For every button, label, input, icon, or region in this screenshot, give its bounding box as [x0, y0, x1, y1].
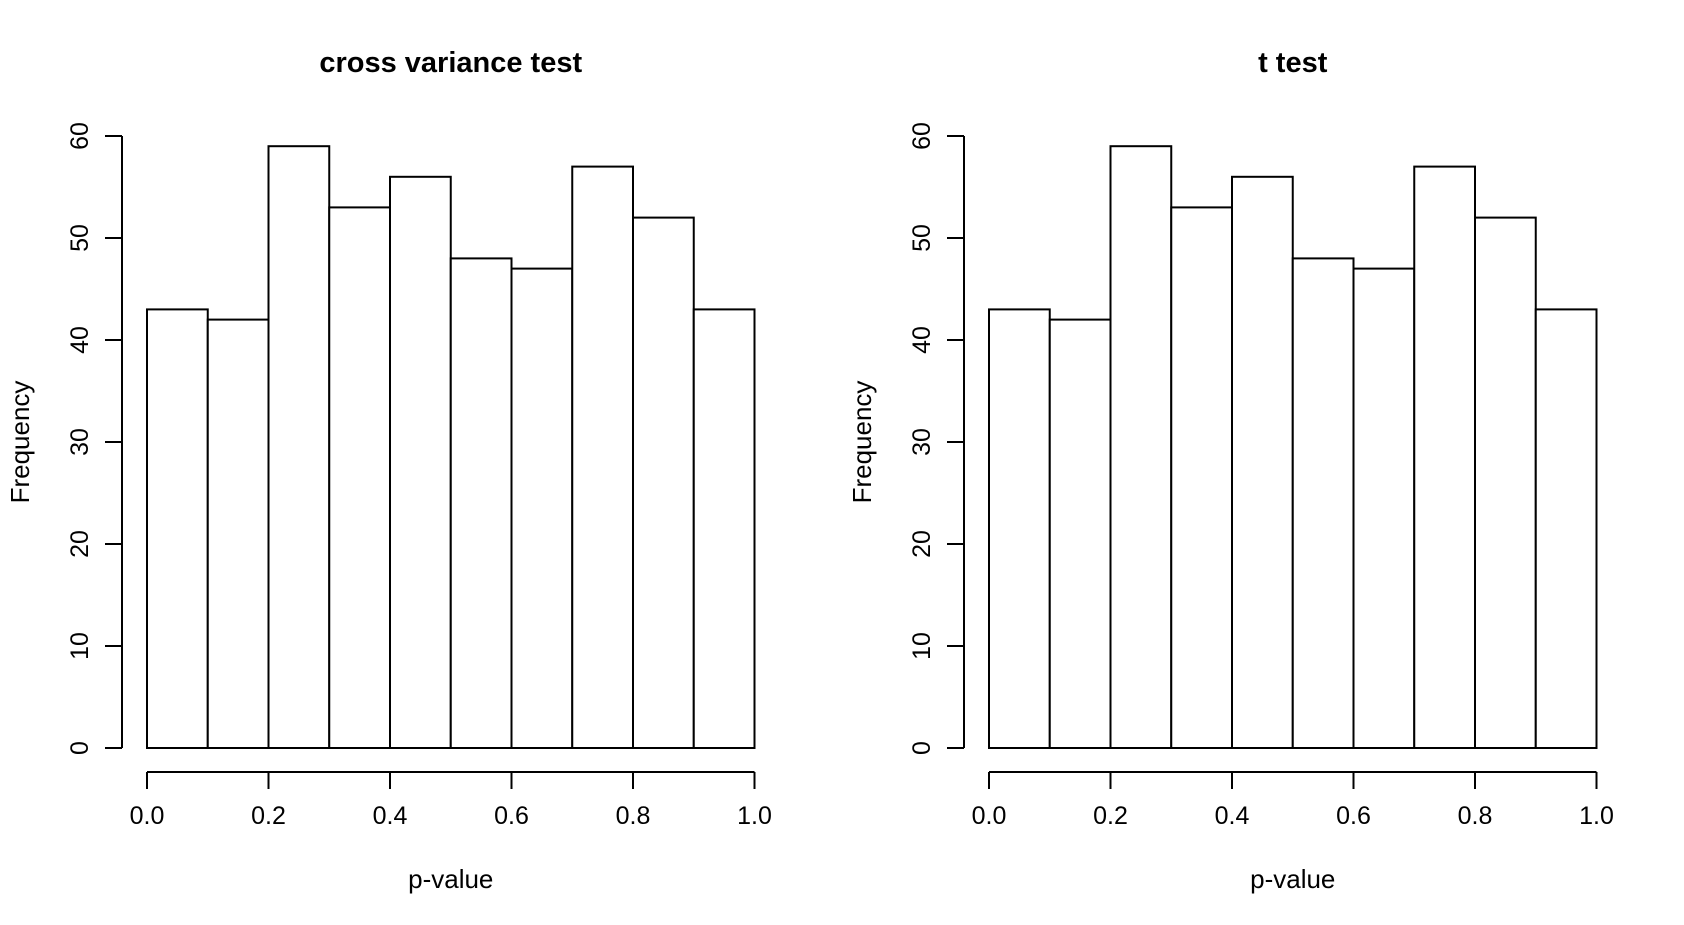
y-tick-label: 50	[66, 224, 94, 252]
x-tick-label: 0.0	[130, 802, 165, 830]
histogram-bar	[389, 175, 452, 750]
histogram-bar	[267, 145, 331, 749]
x-tick-label: 0.4	[373, 802, 408, 830]
plot-title: t test	[1258, 47, 1328, 79]
y-tick-label: 50	[908, 224, 936, 252]
histogram-bar	[692, 308, 756, 749]
histogram-bar	[1534, 308, 1598, 749]
histogram-bar	[328, 206, 391, 749]
y-tick-label: 40	[66, 326, 94, 354]
x-tick-label: 0.0	[972, 802, 1007, 830]
x-tick-label: 0.2	[1093, 802, 1128, 830]
histogram-bar	[1352, 267, 1416, 749]
y-tick-label: 20	[908, 530, 936, 558]
histogram-bar	[1109, 145, 1173, 749]
y-axis-label: Frequency	[5, 381, 35, 504]
y-tick-label: 0	[908, 741, 936, 755]
histogram-panel-left: 0 10 20 30 40 50 60 0.0 0.2 0.4 0.6 0.8 1.0 cross var…	[5, 47, 772, 894]
x-tick-label: 0.6	[1336, 802, 1371, 830]
x-tick-label: 0.8	[616, 802, 651, 830]
histogram-bar	[1474, 216, 1537, 750]
y-tick-label: 30	[908, 428, 936, 456]
plot-title: cross variance test	[319, 47, 582, 79]
histogram-bar	[449, 257, 513, 749]
histogram-bar	[146, 308, 209, 749]
histogram-bar	[206, 318, 270, 749]
histogram-bar	[571, 165, 634, 750]
y-tick-label: 20	[66, 530, 94, 558]
histogram-bar	[632, 216, 695, 750]
y-tick-label: 60	[908, 122, 936, 150]
y-tick-label: 10	[66, 632, 94, 660]
x-tick-label: 0.2	[251, 802, 286, 830]
histogram-bar	[1413, 165, 1476, 750]
histogram-bar	[1231, 175, 1294, 750]
y-tick-label: 10	[908, 632, 936, 660]
x-tick-label: 1.0	[737, 802, 772, 830]
x-axis-label: p-value	[408, 864, 493, 894]
y-tick-label: 30	[66, 428, 94, 456]
histogram-bar	[1291, 257, 1355, 749]
histogram-bar	[1048, 318, 1112, 749]
histogram-bar	[988, 308, 1051, 749]
y-tick-label: 0	[66, 741, 94, 755]
x-axis-label: p-value	[1250, 864, 1335, 894]
histogram-panel-right: 0 10 20 30 40 50 60 0.0 0.2 0.4 0.6 0.8 1.0 t test p-v…	[842, 0, 1684, 925]
y-axis-label: Frequency	[847, 381, 877, 504]
y-tick-label: 60	[66, 122, 94, 150]
histogram-bar	[510, 267, 574, 749]
histogram-svg-left: 0 10 20 30 40 50 60 0.0 0.2 0.4 0.6 0.8 1.0 cross var…	[5, 47, 772, 894]
x-tick-label: 1.0	[1579, 802, 1614, 830]
x-tick-label: 0.8	[1458, 802, 1493, 830]
x-tick-label: 0.4	[1215, 802, 1250, 830]
x-tick-label: 0.6	[494, 802, 529, 830]
y-tick-label: 40	[908, 326, 936, 354]
histogram-bar	[1170, 206, 1233, 749]
histogram-svg-right: 0 10 20 30 40 50 60 0.0 0.2 0.4 0.6 0.8 1.0 t test p-v…	[847, 47, 1614, 894]
